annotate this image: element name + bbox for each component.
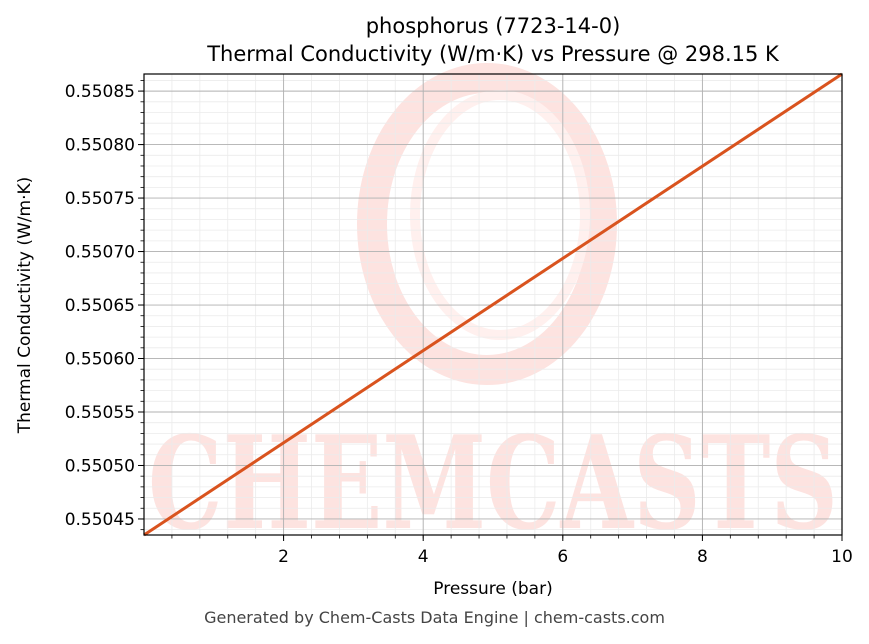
- grid-minor: [144, 74, 842, 535]
- footer-credit: Generated by Chem-Casts Data Engine | ch…: [204, 608, 665, 627]
- y-tick-label: 0.55065: [65, 296, 135, 316]
- x-tick-label: 8: [697, 547, 708, 567]
- watermark-text: CHEMCASTS: [148, 409, 838, 559]
- watermark: CHEMCASTS: [148, 63, 838, 559]
- chart-subtitle: Thermal Conductivity (W/m·K) vs Pressure…: [206, 42, 780, 66]
- y-tick-label: 0.55055: [65, 403, 135, 423]
- x-tick-label: 6: [557, 547, 568, 567]
- series-line: [143, 72, 843, 537]
- ticks-layer: 2 4 6 8 10 0.55045 0.55050 0.55055 0.55060 0.5506…: [65, 80, 853, 567]
- x-tick-label: 4: [418, 547, 429, 567]
- y-tick-label: 0.55070: [65, 243, 135, 263]
- y-tick-label: 0.55050: [65, 456, 135, 476]
- y-tick-label: 0.55060: [65, 350, 135, 370]
- y-tick-label: 0.55080: [65, 136, 135, 156]
- y-axis-label: Thermal Conductivity (W/m·K): [15, 177, 35, 435]
- chart-title: phosphorus (7723-14-0): [366, 14, 621, 38]
- y-tick-label: 0.55075: [65, 189, 135, 209]
- x-tick-label: 2: [278, 547, 289, 567]
- series-layer: [143, 72, 843, 537]
- y-tick-label: 0.55085: [65, 82, 135, 102]
- plot-frame: [143, 73, 843, 536]
- x-axis-label: Pressure (bar): [433, 579, 552, 599]
- watermark-logo-icon: [357, 63, 617, 385]
- y-tick-label: 0.55045: [65, 510, 135, 530]
- x-tick-label: 10: [831, 547, 853, 567]
